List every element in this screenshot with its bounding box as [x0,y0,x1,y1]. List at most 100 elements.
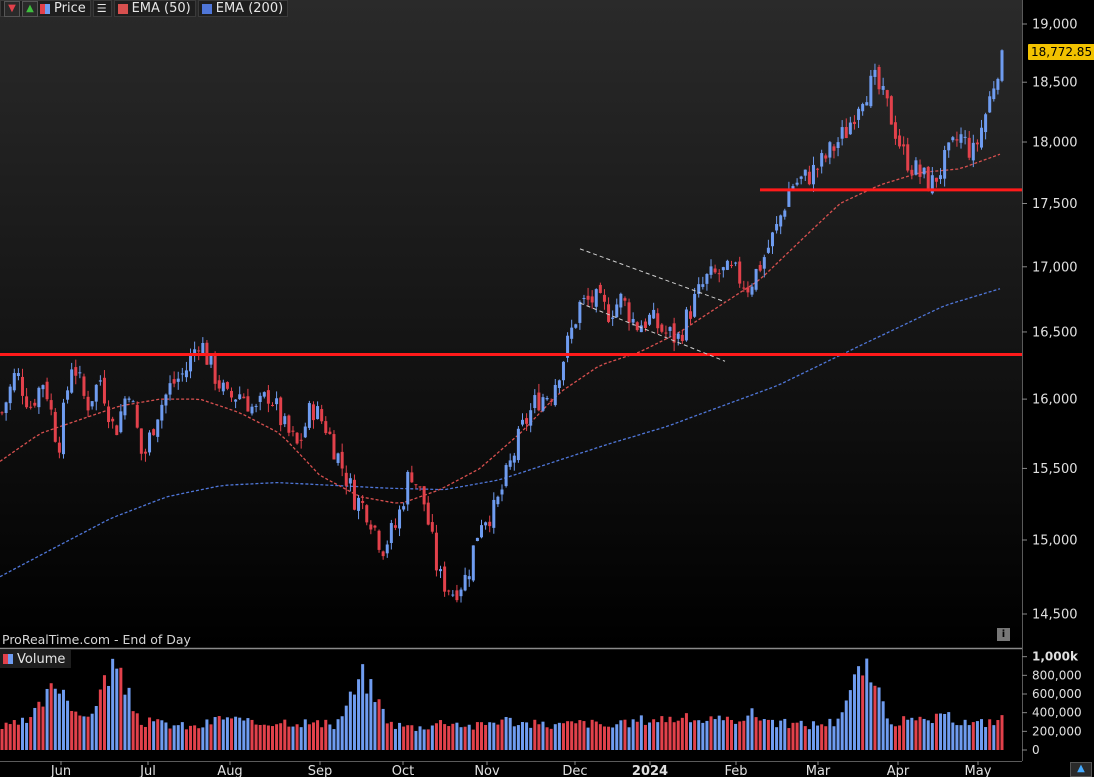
volume-bar [775,727,779,750]
volume-bar [684,713,688,750]
time-tick-label: Aug [217,764,242,777]
candle [783,208,787,220]
volume-bar [348,691,352,750]
candle [787,181,791,207]
volume-bar [61,689,65,750]
price-legend[interactable]: ▼ ▲ Price [0,0,91,17]
volume-bar [816,725,820,750]
volume-legend[interactable]: Volume [0,650,72,668]
candle [172,371,176,388]
volume-axis[interactable]: 0 200,000 400,000 600,000 800,000 1,000k [1022,650,1082,757]
candle [225,381,229,391]
volume-bar [623,719,627,750]
info-icon[interactable]: i [997,628,1010,641]
price-tick-label: 15,000 [1032,533,1078,548]
time-axis[interactable]: Jun Jul Aug Sep Oct Nov Dec 2024 Feb Mar Apr May [50,761,992,777]
volume-bar [963,719,967,750]
candle [803,169,807,181]
candle [545,395,549,401]
volume-bar [791,722,795,750]
candle [746,281,750,298]
volume-bar [189,725,193,750]
volume-bar [570,721,574,750]
volume-bar [406,725,410,750]
candle [160,400,164,429]
candle [37,386,41,414]
candle [561,361,565,386]
volume-bar [270,726,274,750]
candle [525,413,529,431]
ema200-legend[interactable]: EMA (200) [197,0,289,17]
candle [824,153,828,163]
volume-bar [176,725,180,750]
candle [1000,49,1004,83]
candle [357,495,361,520]
candle [877,64,881,95]
candle [49,393,53,416]
volume-bar [0,728,4,750]
candle [910,165,914,180]
volume-bar [299,727,303,750]
volume-bar [410,725,414,750]
volume-bar [635,721,639,750]
candle [779,214,783,235]
volume-bar [967,725,971,750]
volume-bar [148,717,152,750]
candle [107,400,111,429]
candle [836,137,840,157]
volume-bar [16,724,20,750]
volume-bar [78,715,82,750]
down-arrow-icon[interactable]: ▼ [4,0,20,17]
volume-bar [639,715,643,750]
volume-bar [520,722,524,750]
candle [578,300,582,330]
bar-chart-icon[interactable]: ☰ [96,2,107,15]
volume-bar [873,685,877,750]
price-tick-label: 19,000 [1032,18,1078,33]
volume-bar [266,725,270,750]
candle [918,159,922,185]
candle [455,584,459,603]
candle [652,302,656,320]
candle [811,156,815,193]
volume-bar [725,716,729,750]
candle [914,157,918,176]
price-axis[interactable]: 14,500 15,000 15,500 16,000 16,500 17,000 17,5… [1022,18,1078,623]
bars-menu[interactable]: ☰ [92,0,112,17]
volume-bar [504,716,508,750]
candle [648,312,652,326]
candle [410,465,414,483]
volume-bar [447,726,451,750]
ema50-legend[interactable]: EMA (50) [113,0,196,17]
navigate-icon[interactable]: ▲ [1070,762,1092,777]
candle [406,470,410,511]
channel-upper[interactable] [579,248,726,303]
candle [873,63,877,85]
candle [721,266,725,278]
channel-lower[interactable] [579,302,726,362]
volume-bar [225,717,229,750]
candle [164,393,168,414]
volume-bar [119,667,123,750]
volume-bar [852,674,856,750]
volume-bar [41,706,45,750]
volume-bar [586,727,590,750]
candle [418,486,422,491]
volume-bar [160,720,164,750]
volume-bar [996,720,1000,750]
up-arrow-icon[interactable]: ▲ [22,0,38,17]
volume-bar [320,727,324,750]
ema50-legend-label: EMA (50) [131,1,191,16]
volume-bars [0,658,1004,750]
candle [385,540,389,558]
volume-bar [139,724,143,750]
candle [320,404,324,424]
volume-bar [70,710,74,750]
volume-bar [340,716,344,750]
volume-bar [754,717,758,750]
candle [553,378,557,407]
volume-bar [861,675,865,750]
candle [90,401,94,410]
volume-bar [172,725,176,750]
candle [770,231,774,254]
